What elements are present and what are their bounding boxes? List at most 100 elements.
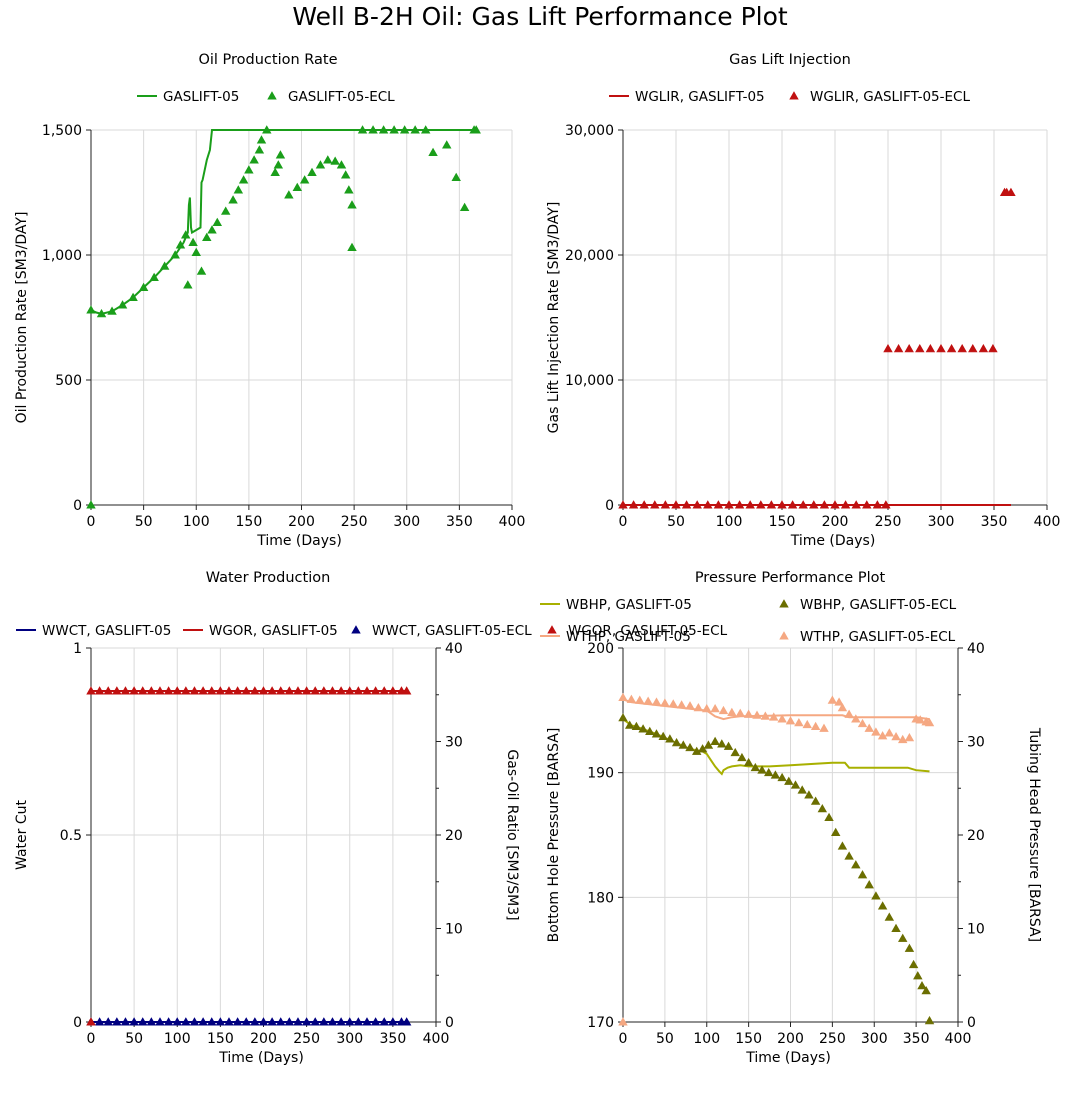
data-point — [946, 343, 957, 353]
y-axis-label: Bottom Hole Pressure [BARSA] — [546, 728, 562, 943]
data-point — [207, 1017, 217, 1026]
data-point — [798, 500, 808, 509]
data-point — [884, 728, 895, 737]
data-point — [347, 242, 357, 251]
data-point — [344, 185, 354, 194]
data-point — [692, 500, 702, 509]
data-point — [830, 500, 840, 509]
data-point — [840, 500, 851, 509]
data-point — [270, 167, 280, 176]
data-point — [770, 770, 781, 779]
y-axis-label: Oil Production Rate [SM3/DAY] — [14, 212, 30, 424]
x-axis-label: Time (Days) — [745, 1050, 831, 1066]
data-point — [915, 343, 925, 353]
data-point — [149, 272, 159, 281]
data-point — [777, 714, 787, 723]
data-point — [743, 757, 754, 767]
data-point — [459, 202, 470, 211]
data-point — [693, 703, 704, 712]
data-point — [1006, 187, 1016, 196]
x-tick-label: 200 — [822, 514, 849, 530]
legend-label: WTHP, GASLIFT-05-ECL — [800, 629, 956, 645]
data-point — [442, 140, 452, 149]
data-point — [428, 147, 438, 156]
x-tick-label: 150 — [769, 514, 796, 530]
data-point — [817, 804, 828, 813]
y-tick-label: 30,000 — [565, 123, 614, 139]
data-point — [824, 812, 834, 821]
data-point — [399, 125, 410, 134]
data-point — [639, 500, 649, 509]
x-tick-label: 300 — [393, 514, 420, 530]
data-point — [737, 752, 747, 762]
data-point — [250, 1017, 260, 1026]
chart-title: Pressure Performance Plot — [695, 570, 886, 586]
x-tick-label: 0 — [619, 514, 628, 530]
y-tick-label: 190 — [587, 766, 614, 782]
y-tick-label: 0 — [73, 1015, 82, 1031]
y2-tick-label: 10 — [967, 922, 985, 938]
y-tick-label: 200 — [587, 641, 614, 657]
data-point — [410, 125, 420, 134]
data-point — [175, 240, 186, 249]
y-tick-label: 500 — [55, 373, 82, 389]
data-point — [267, 1017, 277, 1026]
data-point — [336, 1017, 346, 1026]
data-point — [138, 1017, 148, 1026]
legend-swatch — [267, 91, 277, 100]
data-point — [96, 308, 107, 318]
data-point — [837, 841, 848, 850]
x-tick-label: 50 — [125, 1031, 143, 1047]
data-point — [797, 785, 807, 794]
legend-label: WBHP, GASLIFT-05-ECL — [800, 597, 957, 613]
data-point — [819, 723, 829, 732]
data-point — [624, 720, 635, 729]
data-point — [323, 155, 333, 164]
data-point — [618, 713, 628, 722]
data-point — [756, 500, 766, 509]
legend-swatch — [779, 631, 789, 640]
data-point — [138, 282, 149, 291]
y2-tick-label: 20 — [445, 828, 463, 844]
data-point — [766, 500, 777, 509]
data-point — [224, 686, 234, 695]
chart-2: Gas Lift Injection 0 50 100 150 200 250 300 350 4… — [546, 52, 1060, 549]
data-point — [908, 959, 919, 969]
data-point — [618, 1017, 628, 1026]
data-point — [851, 500, 861, 509]
y-tick-label: 1,500 — [42, 123, 82, 139]
data-point — [353, 1017, 364, 1026]
data-point — [215, 1017, 226, 1026]
x-axis-label: Time (Days) — [218, 1050, 304, 1066]
data-point — [924, 1015, 935, 1025]
data-point — [301, 1017, 312, 1026]
legend-label: GASLIFT-05-ECL — [288, 89, 395, 105]
data-point — [207, 225, 217, 234]
data-point — [743, 709, 754, 718]
x-tick-label: 400 — [945, 1031, 972, 1047]
data-point — [794, 717, 804, 727]
x-axis-label: Time (Days) — [256, 533, 342, 549]
data-point — [388, 686, 398, 695]
data-point — [660, 500, 671, 509]
data-point — [244, 165, 254, 174]
data-point — [86, 1017, 96, 1026]
data-point — [988, 343, 998, 353]
x-tick-label: 100 — [716, 514, 743, 530]
data-point — [831, 827, 841, 836]
y2-tick-label: 20 — [967, 828, 985, 844]
data-point — [724, 500, 734, 509]
legend-swatch — [351, 625, 361, 634]
series-line — [90, 129, 477, 315]
data-point — [913, 971, 923, 980]
data-point — [420, 125, 431, 134]
data-point — [678, 740, 689, 749]
data-point — [857, 718, 868, 728]
data-point — [138, 686, 148, 695]
data-point — [129, 1017, 139, 1026]
data-point — [327, 1017, 338, 1026]
data-point — [451, 172, 461, 181]
y2-tick-label: 10 — [445, 922, 463, 938]
data-point — [189, 686, 200, 695]
